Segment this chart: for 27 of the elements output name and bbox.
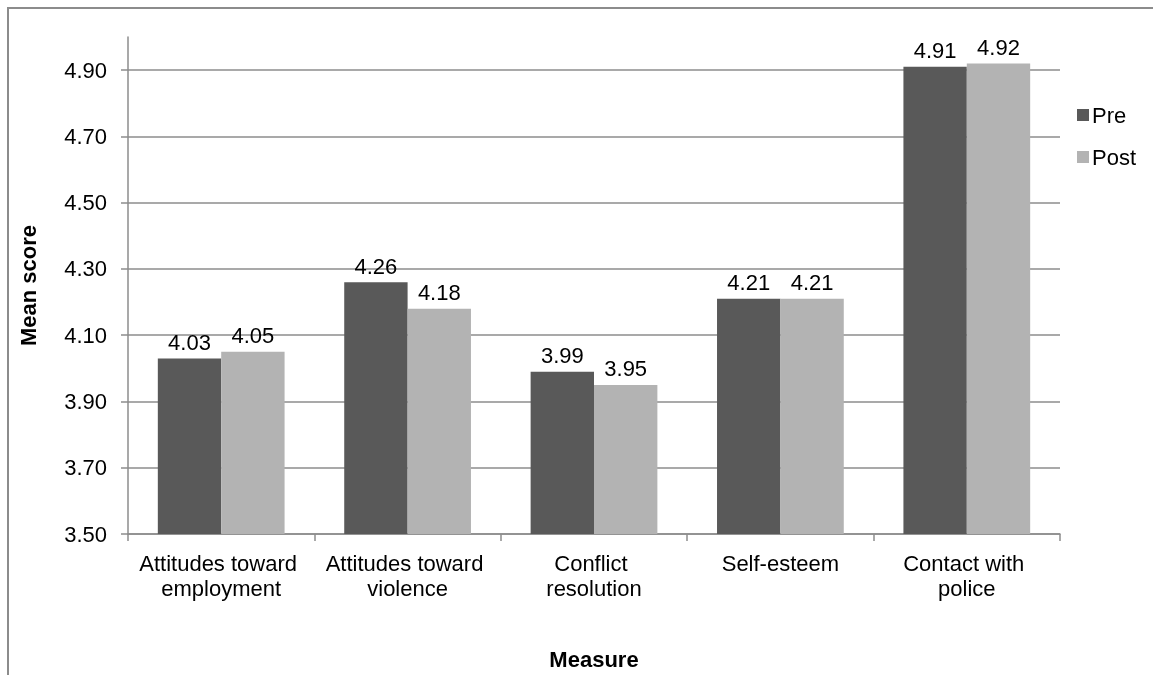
y-tick-label: 4.70 <box>64 123 107 149</box>
data-label: 3.99 <box>540 343 584 369</box>
x-tick-label: Attitudes toward violence <box>325 551 490 601</box>
legend-label: Pre <box>1092 102 1127 128</box>
data-label: 4.21 <box>790 270 834 296</box>
y-axis-title: Mean score <box>15 224 41 347</box>
x-tick-label: Contact with police <box>903 551 1031 601</box>
y-tick-label: 4.90 <box>64 57 107 83</box>
data-label: 4.03 <box>168 329 211 355</box>
y-tick-label: 3.90 <box>64 388 107 414</box>
y-tick-label: 4.10 <box>64 322 107 348</box>
data-label: 4.92 <box>977 35 1020 61</box>
y-tick-label: 4.50 <box>64 190 107 216</box>
y-tick-label: 3.50 <box>64 521 107 547</box>
data-label: 4.26 <box>354 253 398 279</box>
x-tick-label: Self-esteem <box>721 551 840 576</box>
data-label: 3.95 <box>604 356 648 382</box>
legend-label: Post <box>1092 144 1137 170</box>
x-tick-label: Attitudes toward employment <box>139 551 304 601</box>
x-tick-label: Conflict resolution <box>546 551 642 601</box>
data-label: 4.18 <box>417 280 461 306</box>
x-axis-title: Measure <box>549 646 639 672</box>
data-label: 4.05 <box>231 323 275 349</box>
y-tick-label: 3.70 <box>64 455 107 481</box>
data-label: 4.91 <box>913 38 957 64</box>
data-label: 4.21 <box>727 270 771 296</box>
y-tick-label: 4.30 <box>64 256 107 282</box>
